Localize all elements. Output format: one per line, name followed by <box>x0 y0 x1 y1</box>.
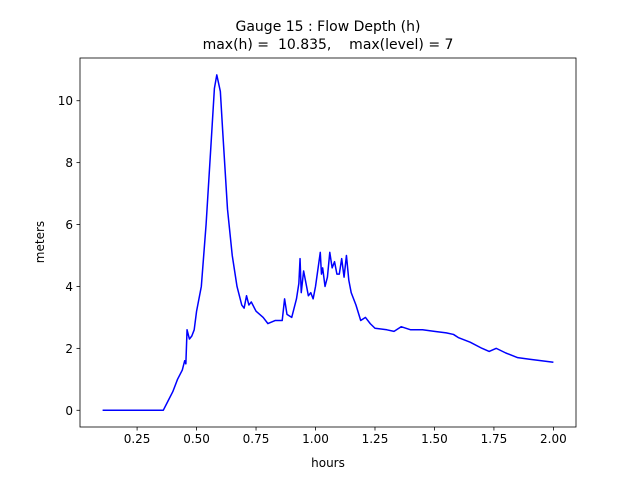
plot-frame <box>79 57 577 428</box>
y-tick-label: 10 <box>58 94 73 108</box>
x-tick-label: 1.75 <box>481 432 508 446</box>
chart-title: Gauge 15 : Flow Depth (h) <box>236 19 421 35</box>
y-tick-label: 0 <box>65 404 73 418</box>
y-tick-label: 8 <box>65 156 73 170</box>
x-axis-label: hours <box>311 456 345 470</box>
x-tick-label: 1.50 <box>421 432 448 446</box>
x-tick-label: 0.50 <box>183 432 210 446</box>
y-axis-label: meters <box>33 221 47 263</box>
data-line <box>102 74 554 412</box>
x-tick-label: 0.75 <box>243 432 270 446</box>
x-tick-label: 2.00 <box>540 432 567 446</box>
x-tick-label: 0.25 <box>124 432 151 446</box>
x-tick-label: 1.00 <box>302 432 329 446</box>
y-tick-label: 6 <box>65 218 73 232</box>
y-tick-label: 2 <box>65 342 73 356</box>
x-tick-label: 1.25 <box>362 432 389 446</box>
chart-subtitle: max(h) = 10.835, max(level) = 7 <box>203 37 454 53</box>
y-tick-label: 4 <box>65 280 73 294</box>
